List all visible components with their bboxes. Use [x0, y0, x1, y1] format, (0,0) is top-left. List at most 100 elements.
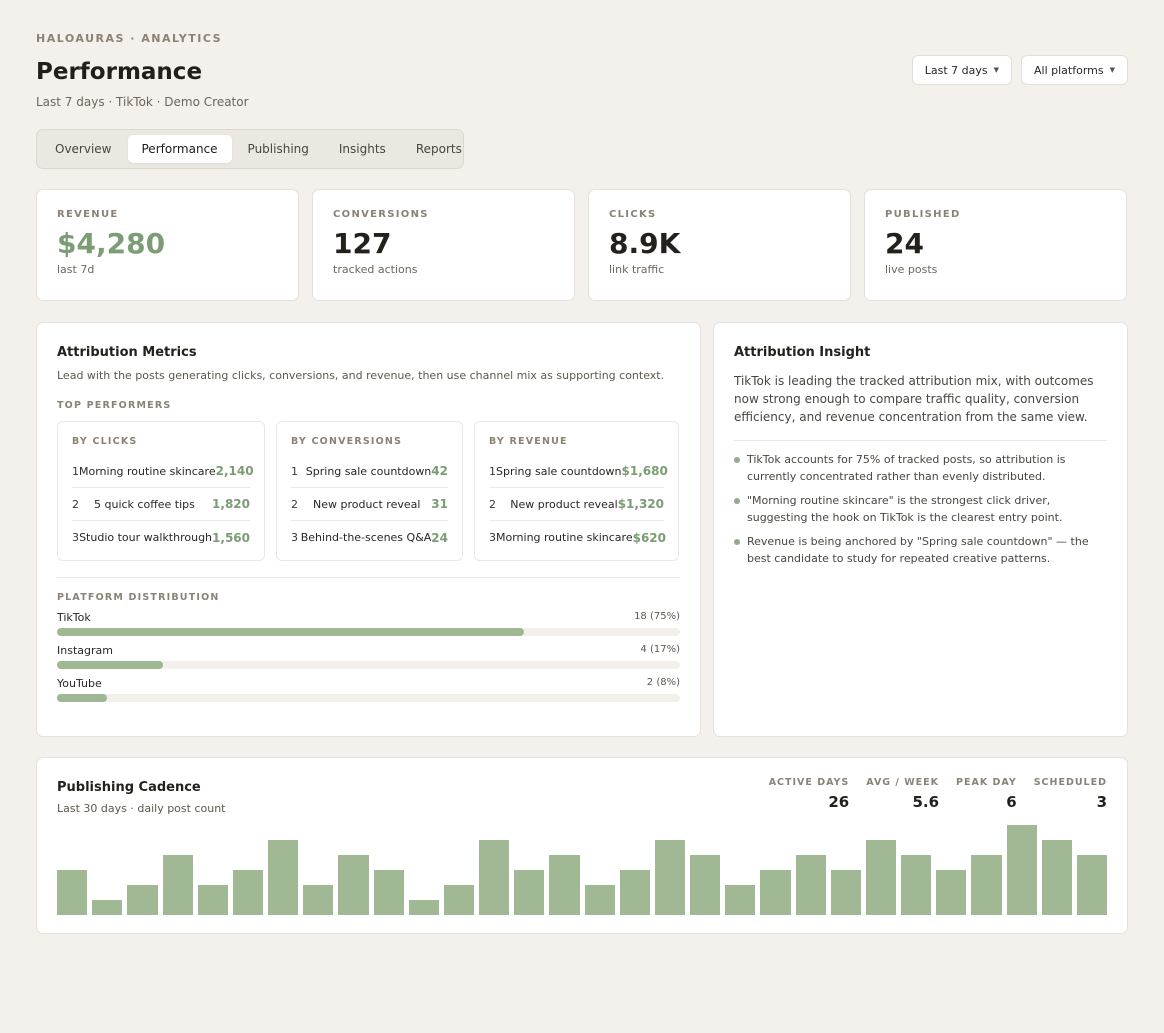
post-name: Morning routine skincare [496, 531, 633, 544]
insight-summary: TikTok is leading the tracked attributio… [734, 374, 1094, 424]
performer-group-revenue: BY REVENUE 1 Spring sale countdown $1,68… [474, 421, 679, 561]
metric-value: 42 [431, 464, 448, 478]
kpi-card-published: PUBLISHED 24 live posts [864, 189, 1127, 301]
progress-track [57, 694, 680, 702]
platform-row-tiktok: TikTok 18 (75%) [57, 611, 680, 636]
post-name: Morning routine skincare [79, 464, 216, 478]
stat-peak-day: PEAK DAY 6 [956, 777, 1017, 811]
progress-fill [57, 694, 107, 702]
progress-track [57, 628, 680, 636]
metric-value: $620 [632, 530, 666, 545]
cadence-bar-chart [57, 825, 1108, 915]
list-item[interactable]: 3 Studio tour walkthrough 1,560 [72, 521, 250, 554]
tab-insights[interactable]: Insights [338, 142, 386, 156]
cadence-bar [760, 870, 791, 915]
cadence-bar [690, 855, 721, 915]
platform-label: All platforms [1034, 63, 1104, 77]
progress-fill [57, 661, 163, 669]
card-title: Publishing Cadence [57, 780, 201, 795]
metric-value: $1,320 [617, 497, 664, 511]
cadence-bar [865, 840, 897, 915]
cadence-bar [830, 870, 861, 915]
list-item[interactable]: 2 New product reveal 31 [291, 488, 448, 521]
cadence-bar [1006, 825, 1037, 915]
list-item[interactable]: 2 New product reveal $1,320 [489, 488, 664, 521]
post-name: Studio tour walkthrough [79, 531, 213, 544]
bullet-dot-icon [734, 498, 740, 504]
kpi-row: REVENUE $4,280 last 7d CONVERSIONS 127 t… [36, 189, 1128, 301]
chevron-down-icon: ▼ [993, 66, 999, 74]
platform-count: 18 (75%) [634, 611, 680, 622]
platform-row-instagram: Instagram 4 (17%) [57, 644, 680, 669]
post-name: 5 quick coffee tips [94, 497, 195, 511]
cadence-bar [725, 885, 756, 915]
stat-label: AVG / WEEK [866, 777, 940, 788]
list-item[interactable]: 1 Spring sale countdown $1,680 [489, 455, 668, 488]
kpi-sub: tracked actions [333, 263, 418, 276]
kpi-value: 8.9K [609, 227, 681, 260]
list-item[interactable]: 1 Morning routine skincare 2,140 [72, 455, 254, 488]
brand-eyebrow: HALOAURAS · ANALYTICS [36, 32, 223, 45]
bullet-text: TikTok accounts for 75% of tracked posts… [747, 453, 1066, 483]
post-name: Behind-the-scenes Q&A [300, 531, 432, 544]
tab-publishing[interactable]: Publishing [247, 142, 309, 156]
rank: 1 [72, 464, 79, 478]
kpi-label: CONVERSIONS [333, 209, 429, 220]
list-item[interactable]: 3 Morning routine skincare $620 [489, 521, 666, 554]
cadence-bar [232, 870, 264, 915]
stat-avg-week: AVG / WEEK 5.6 [866, 777, 939, 811]
page: HALOAURAS · ANALYTICS Performance Last 7… [36, 32, 1128, 934]
stat-label: PEAK DAY [956, 777, 1017, 788]
group-label: BY CLICKS [72, 436, 138, 447]
stat-value: 6 [1006, 793, 1017, 811]
stat-value: 5.6 [912, 793, 940, 811]
platform-row-youtube: YouTube 2 (8%) [57, 677, 680, 702]
cadence-bar [408, 900, 439, 915]
group-label: BY CONVERSIONS [291, 436, 403, 447]
metric-value: 24 [431, 530, 448, 545]
kpi-value: 127 [333, 227, 392, 260]
platform-name: YouTube [57, 677, 102, 690]
post-name: New product reveal [510, 497, 618, 511]
list-item[interactable]: 3 Behind-the-scenes Q&A 24 [291, 521, 448, 554]
tab-overview[interactable]: Overview [55, 142, 112, 156]
attribution-insight-card: Attribution Insight TikTok is leading th… [713, 322, 1128, 737]
cadence-bar [936, 870, 967, 915]
kpi-sub: last 7d [57, 263, 95, 276]
performer-group-conversions: BY CONVERSIONS 1 Spring sale countdown 4… [276, 421, 463, 561]
kpi-sub: live posts [885, 263, 938, 276]
cadence-bar [443, 885, 475, 915]
list-item[interactable]: 2 5 quick coffee tips 1,820 [72, 488, 250, 521]
cadence-bar [479, 840, 510, 915]
card-description: Lead with the posts generating clicks, c… [57, 369, 665, 382]
post-name: Spring sale countdown [496, 464, 622, 478]
tab-reports[interactable]: Reports [415, 142, 462, 156]
card-subtitle: Last 30 days · daily post count [57, 802, 226, 815]
platform-name: TikTok [57, 611, 91, 624]
top-performers-label: TOP PERFORMERS [57, 400, 172, 411]
list-item[interactable]: 1 Spring sale countdown 42 [291, 455, 448, 488]
cadence-bar [127, 885, 158, 915]
platform-count: 2 (8%) [646, 677, 680, 688]
metric-value: 1,560 [212, 530, 250, 545]
cadence-bar [162, 855, 193, 915]
stat-active-days: ACTIVE DAYS 26 [769, 777, 850, 811]
post-name: Spring sale countdown [305, 464, 432, 478]
stat-label: SCHEDULED [1033, 777, 1107, 788]
cadence-bar [1041, 840, 1072, 915]
cadence-bar [619, 870, 650, 915]
card-title: Attribution Insight [734, 345, 871, 360]
tab-performance[interactable]: Performance [127, 135, 232, 163]
list-item: TikTok accounts for 75% of tracked posts… [734, 451, 1107, 485]
metric-value: 2,140 [215, 464, 254, 478]
metric-value: 31 [431, 497, 448, 511]
kpi-card-conversions: CONVERSIONS 127 tracked actions [312, 189, 575, 301]
cadence-bar [549, 855, 580, 915]
date-range-dropdown[interactable]: Last 7 days ▼ [911, 55, 1012, 85]
stat-value: 3 [1096, 793, 1107, 811]
platform-distribution-label: PLATFORM DISTRIBUTION [57, 592, 220, 603]
cadence-bar [92, 900, 123, 915]
platform-dropdown[interactable]: All platforms ▼ [1021, 55, 1128, 85]
kpi-card-clicks: CLICKS 8.9K link traffic [588, 189, 851, 301]
cadence-bar [338, 855, 369, 915]
